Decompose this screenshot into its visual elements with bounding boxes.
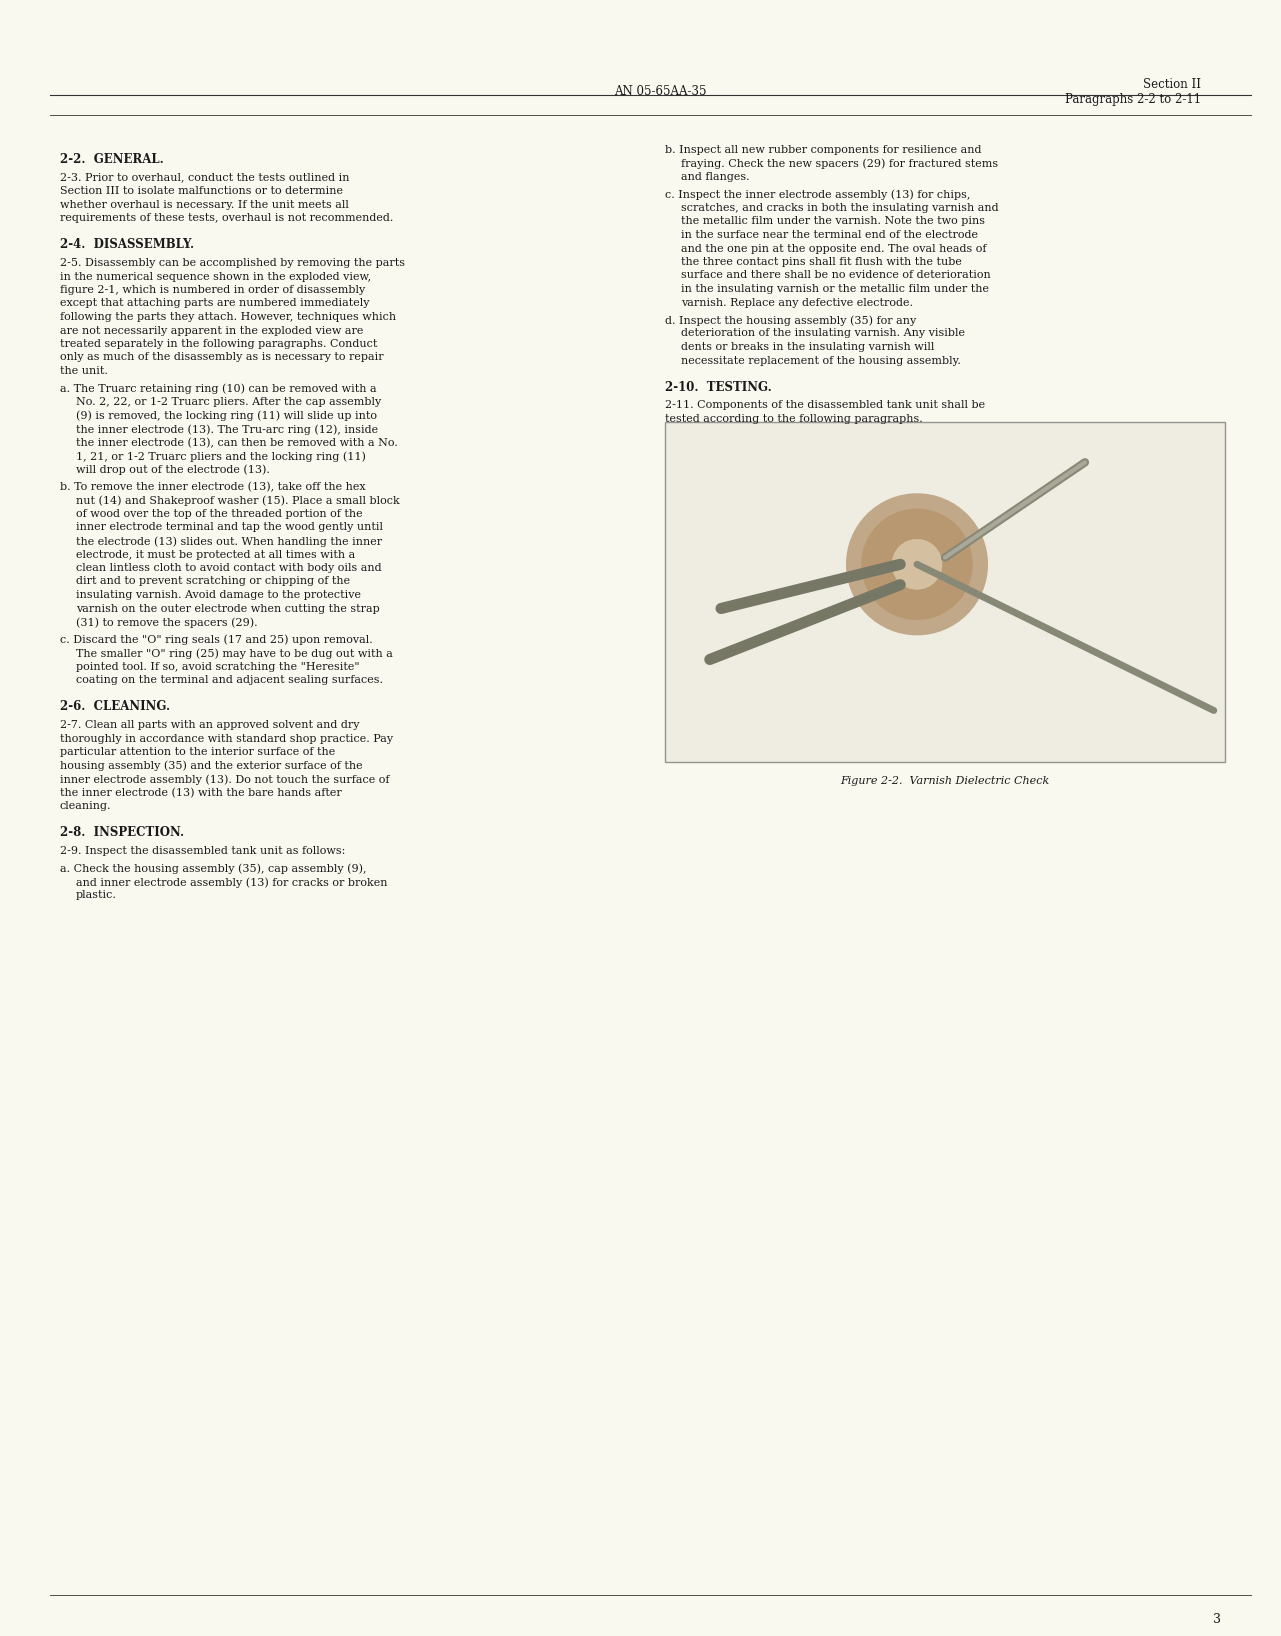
Text: a. Check the housing assembly (35), cap assembly (9),: a. Check the housing assembly (35), cap … [60,864,366,874]
Text: cleaning.: cleaning. [60,802,111,811]
Text: varnish. Replace any defective electrode.: varnish. Replace any defective electrode… [681,298,913,308]
Text: following the parts they attach. However, techniques which: following the parts they attach. However… [60,312,396,322]
Text: fraying. Check the new spacers (29) for fractured stems: fraying. Check the new spacers (29) for … [681,159,998,169]
Text: are not necessarily apparent in the exploded view are: are not necessarily apparent in the expl… [60,326,364,335]
Text: b. Inspect all new rubber components for resilience and: b. Inspect all new rubber components for… [665,146,981,155]
Text: (31) to remove the spacers (29).: (31) to remove the spacers (29). [76,617,257,628]
Text: and inner electrode assembly (13) for cracks or broken: and inner electrode assembly (13) for cr… [76,877,387,888]
Text: particular attention to the interior surface of the: particular attention to the interior sur… [60,748,336,757]
Text: of wood over the top of the threaded portion of the: of wood over the top of the threaded por… [76,509,363,519]
Text: will drop out of the electrode (13).: will drop out of the electrode (13). [76,465,270,474]
Text: plastic.: plastic. [76,890,117,900]
Text: 3: 3 [1213,1613,1221,1626]
Circle shape [892,540,942,589]
Text: a. The Truarc retaining ring (10) can be removed with a: a. The Truarc retaining ring (10) can be… [60,383,377,394]
Text: 2-3. Prior to overhaul, conduct the tests outlined in: 2-3. Prior to overhaul, conduct the test… [60,172,350,183]
Text: 2-6.  CLEANING.: 2-6. CLEANING. [60,700,170,713]
Text: 2-10.  TESTING.: 2-10. TESTING. [665,381,771,394]
Text: figure 2-1, which is numbered in order of disassembly: figure 2-1, which is numbered in order o… [60,285,365,294]
Text: pointed tool. If so, avoid scratching the "Heresite": pointed tool. If so, avoid scratching th… [76,661,360,671]
Text: requirements of these tests, overhaul is not recommended.: requirements of these tests, overhaul is… [60,213,393,222]
Text: treated separately in the following paragraphs. Conduct: treated separately in the following para… [60,339,378,348]
Text: c. Discard the "O" ring seals (17 and 25) upon removal.: c. Discard the "O" ring seals (17 and 25… [60,635,373,645]
Text: the metallic film under the varnish. Note the two pins: the metallic film under the varnish. Not… [681,216,985,226]
Text: scratches, and cracks in both the insulating varnish and: scratches, and cracks in both the insula… [681,203,999,213]
Text: in the surface near the terminal end of the electrode: in the surface near the terminal end of … [681,231,977,240]
Text: Section II: Section II [1143,79,1202,92]
Text: (9) is removed, the locking ring (11) will slide up into: (9) is removed, the locking ring (11) wi… [76,411,377,420]
Text: and flanges.: and flanges. [681,172,749,182]
Text: in the insulating varnish or the metallic film under the: in the insulating varnish or the metalli… [681,285,989,294]
Text: the inner electrode (13) with the bare hands after: the inner electrode (13) with the bare h… [60,787,342,798]
Text: necessitate replacement of the housing assembly.: necessitate replacement of the housing a… [681,355,961,365]
Text: in the numerical sequence shown in the exploded view,: in the numerical sequence shown in the e… [60,272,371,281]
Text: insulating varnish. Avoid damage to the protective: insulating varnish. Avoid damage to the … [76,591,361,600]
Text: AN 05-65AA-35: AN 05-65AA-35 [615,85,707,98]
Text: the electrode (13) slides out. When handling the inner: the electrode (13) slides out. When hand… [76,537,382,546]
Text: nut (14) and Shakeproof washer (15). Place a small block: nut (14) and Shakeproof washer (15). Pla… [76,496,400,506]
Bar [665,422,1225,761]
Text: Paragraphs 2-2 to 2-11: Paragraphs 2-2 to 2-11 [1065,93,1202,106]
Text: the three contact pins shall fit flush with the tube: the three contact pins shall fit flush w… [681,257,962,267]
Text: dirt and to prevent scratching or chipping of the: dirt and to prevent scratching or chippi… [76,576,350,586]
Text: d. Inspect the housing assembly (35) for any: d. Inspect the housing assembly (35) for… [665,316,916,326]
Text: Figure 2-2.  Varnish Dielectric Check: Figure 2-2. Varnish Dielectric Check [840,777,1049,787]
Text: 2-9. Inspect the disassembled tank unit as follows:: 2-9. Inspect the disassembled tank unit … [60,846,346,856]
Text: 2-4.  DISASSEMBLY.: 2-4. DISASSEMBLY. [60,239,195,252]
Text: surface and there shall be no evidence of deterioration: surface and there shall be no evidence o… [681,270,990,280]
Text: coating on the terminal and adjacent sealing surfaces.: coating on the terminal and adjacent sea… [76,676,383,685]
Text: Section III to isolate malfunctions or to determine: Section III to isolate malfunctions or t… [60,187,343,196]
Text: the unit.: the unit. [60,366,108,376]
Text: 2-11. Components of the disassembled tank unit shall be: 2-11. Components of the disassembled tan… [665,401,985,411]
Text: c. Inspect the inner electrode assembly (13) for chips,: c. Inspect the inner electrode assembly … [665,190,971,200]
Text: housing assembly (35) and the exterior surface of the: housing assembly (35) and the exterior s… [60,761,363,771]
Text: 2-5. Disassembly can be accomplished by removing the parts: 2-5. Disassembly can be accomplished by … [60,258,405,268]
Text: thoroughly in accordance with standard shop practice. Pay: thoroughly in accordance with standard s… [60,733,393,743]
Text: 2-7. Clean all parts with an approved solvent and dry: 2-7. Clean all parts with an approved so… [60,720,360,730]
Circle shape [847,494,986,635]
Text: 2-2.  GENERAL.: 2-2. GENERAL. [60,154,164,165]
Text: 1, 21, or 1-2 Truarc pliers and the locking ring (11): 1, 21, or 1-2 Truarc pliers and the lock… [76,452,366,461]
Text: clean lintless cloth to avoid contact with body oils and: clean lintless cloth to avoid contact wi… [76,563,382,573]
Text: b. To remove the inner electrode (13), take off the hex: b. To remove the inner electrode (13), t… [60,483,365,492]
Text: electrode, it must be protected at all times with a: electrode, it must be protected at all t… [76,550,355,560]
Text: The smaller "O" ring (25) may have to be dug out with a: The smaller "O" ring (25) may have to be… [76,648,393,659]
Text: only as much of the disassembly as is necessary to repair: only as much of the disassembly as is ne… [60,352,383,363]
Text: the inner electrode (13). The Tru-arc ring (12), inside: the inner electrode (13). The Tru-arc ri… [76,424,378,435]
Circle shape [862,509,972,620]
Text: whether overhaul is necessary. If the unit meets all: whether overhaul is necessary. If the un… [60,200,348,209]
Text: the inner electrode (13), can then be removed with a No.: the inner electrode (13), can then be re… [76,437,397,448]
Text: No. 2, 22, or 1-2 Truarc pliers. After the cap assembly: No. 2, 22, or 1-2 Truarc pliers. After t… [76,398,382,407]
Text: 2-8.  INSPECTION.: 2-8. INSPECTION. [60,826,184,839]
Text: dents or breaks in the insulating varnish will: dents or breaks in the insulating varnis… [681,342,934,352]
Text: inner electrode terminal and tap the wood gently until: inner electrode terminal and tap the woo… [76,522,383,532]
Text: inner electrode assembly (13). Do not touch the surface of: inner electrode assembly (13). Do not to… [60,774,389,785]
Text: varnish on the outer electrode when cutting the strap: varnish on the outer electrode when cutt… [76,604,379,614]
Text: tested according to the following paragraphs.: tested according to the following paragr… [665,414,922,424]
Text: deterioration of the insulating varnish. Any visible: deterioration of the insulating varnish.… [681,329,965,339]
Text: except that attaching parts are numbered immediately: except that attaching parts are numbered… [60,298,369,309]
Text: and the one pin at the opposite end. The oval heads of: and the one pin at the opposite end. The… [681,244,986,254]
